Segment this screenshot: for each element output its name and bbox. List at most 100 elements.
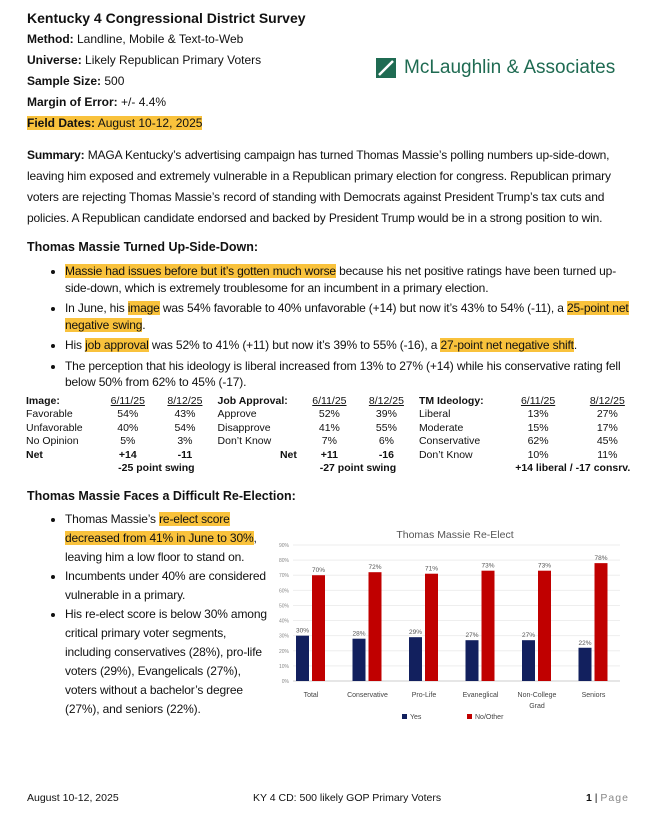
y-tick-label: 30% [279, 634, 290, 640]
table-row: Favorable 54% 43% [22, 408, 214, 422]
results-table: Image: 6/11/25 8/12/25 Favorable 54% 43% Unfav… [22, 395, 214, 476]
highlight: image [127, 301, 160, 315]
bullet-list: Thomas Massie’s re-elect score decreased… [27, 510, 270, 719]
row-label: Don’t Know [217, 435, 272, 447]
y-tick-label: 10% [279, 664, 290, 670]
list-item: His re-elect score is below 30% among cr… [65, 605, 270, 719]
column-header: 8/12/25 [368, 394, 404, 407]
y-tick-label: 90% [279, 543, 290, 549]
sep: | [591, 792, 601, 804]
table-row: Don’t Know 7% 6% [214, 435, 415, 449]
text: . [573, 338, 578, 352]
data-label: 78% [594, 555, 607, 562]
table-row: Net +14 -11 [22, 449, 214, 463]
summary-text: MAGA Kentucky’s advertising campaign has… [27, 148, 611, 225]
cell: 43% [174, 408, 196, 420]
footer-date: August 10-12, 2025 [27, 792, 119, 804]
cell: 52% [318, 408, 340, 420]
list-item: Massie had issues before but it’s gotten… [65, 263, 639, 296]
field-dates-value: August 10-12, 2025 [97, 116, 203, 130]
text: because his net positive ratings have be… [65, 264, 617, 295]
cell: 54% [117, 408, 139, 420]
summary: Summary: MAGA Kentucky’s advertising cam… [27, 145, 639, 229]
text: was 54% favorable to 40% unfavorable (+1… [159, 301, 567, 315]
bar-yes [296, 635, 309, 681]
data-label: 73% [538, 563, 551, 570]
table-row: Conservative 62% 45% [415, 435, 642, 449]
text: Incumbents under 40% are considered vuln… [65, 568, 266, 602]
cell: 27% [596, 408, 618, 420]
table-header: Image: 6/11/25 8/12/25 [22, 395, 214, 409]
legend-label: Yes [410, 714, 422, 721]
chart-title: Thomas Massie Re-Elect [396, 529, 513, 541]
y-tick-label: 70% [279, 573, 290, 579]
results-tables: Image: 6/11/25 8/12/25 Favorable 54% 43% Unfav… [22, 395, 642, 476]
text: . [142, 317, 146, 332]
data-label: 72% [368, 564, 381, 571]
page-number: 1 | Page [586, 792, 629, 804]
table-header: TM Ideology: 6/11/25 8/12/25 [415, 395, 642, 409]
label: Method: [27, 32, 74, 46]
y-tick-label: 0% [282, 679, 290, 685]
data-label: 70% [312, 567, 325, 574]
cell: 17% [596, 421, 618, 434]
margin-of-error: +/- 4.4% [121, 95, 167, 109]
row-label: Conservative [418, 435, 481, 447]
logo: McLaughlin & Associates [376, 57, 615, 79]
cell: 40% [117, 421, 139, 434]
summary-label: Summary: [27, 148, 85, 162]
y-tick-label: 40% [279, 619, 290, 625]
x-tick-label: Non-College [518, 692, 557, 699]
table-row: Don’t Know 10% 11% [415, 449, 642, 463]
list-item: In June, his image was 54% favorable to … [65, 300, 639, 333]
cell: 11% [597, 448, 618, 461]
row-label: Net [26, 448, 43, 461]
list-item: The perception that his ideology is libe… [65, 358, 639, 391]
survey-meta: Method: Landline, Mobile & Text-to-Web U… [27, 29, 261, 134]
cell: 62% [527, 435, 549, 447]
cell: -16 [378, 448, 394, 461]
data-label: 22% [578, 640, 591, 647]
bar-no-other [594, 563, 608, 681]
bar-no-other [538, 570, 551, 681]
section-heading: Thomas Massie Faces a Difficult Re-Elect… [27, 488, 296, 503]
cell: 10% [527, 448, 549, 461]
text: was 52% to 41% (+11) but now it’s 39% to… [148, 338, 441, 352]
x-tick-label: Pro-Life [412, 692, 437, 699]
label: Universe: [27, 53, 82, 67]
bar-yes [352, 638, 366, 681]
x-tick-label: Conservative [347, 692, 388, 699]
cell: 45% [596, 435, 618, 447]
list-item: Incumbents under 40% are considered vuln… [65, 567, 270, 605]
row-label: Liberal [418, 408, 451, 420]
bar-yes [409, 637, 422, 681]
row-label: Approve [217, 408, 257, 420]
table-note: -25 point swing [118, 462, 195, 474]
legend-swatch [402, 714, 407, 719]
row-label: Disapprove [217, 421, 271, 434]
text: His re-elect score is below 30% among cr… [65, 606, 267, 716]
x-tick-label: Evaneglical [463, 692, 499, 699]
legend-label: No/Other [475, 714, 504, 721]
cell: 5% [120, 435, 136, 447]
column-header: 6/11/25 [312, 394, 347, 407]
column-header: 6/11/25 [520, 394, 556, 407]
x-tick-label: Grad [529, 703, 545, 710]
text: His [65, 338, 86, 352]
row-label: Unfavorable [26, 421, 83, 434]
column-header: 6/11/25 [110, 394, 145, 407]
y-tick-label: 20% [279, 649, 290, 655]
table-title: Image: [26, 394, 60, 407]
re-elect-chart: Thomas Massie Re-Elect 0% 10% 20% 30% 40% 50%… [279, 529, 620, 721]
table-row: Disapprove 41% 55% [214, 422, 415, 436]
column-header: 8/12/25 [589, 394, 625, 407]
data-label: 29% [409, 629, 422, 636]
bullet-list: Massie had issues before but it’s gotten… [27, 263, 639, 391]
cell: -11 [177, 448, 193, 461]
cell: 6% [378, 435, 394, 447]
bar-no-other [368, 572, 382, 681]
row-label: Moderate [418, 421, 464, 434]
data-label: 71% [425, 566, 438, 573]
column-header: 8/12/25 [167, 394, 203, 407]
